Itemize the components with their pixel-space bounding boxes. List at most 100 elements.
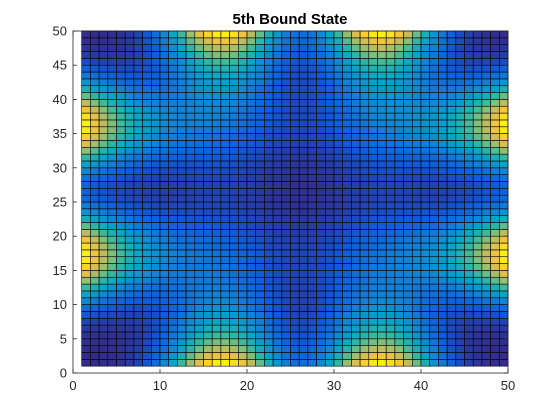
heatmap-cell [229,297,239,305]
heatmap-cell [220,126,230,134]
heatmap-cell [124,167,135,175]
heatmap-cell [498,126,509,134]
heatmap-cell [359,174,370,182]
heatmap-cell [281,276,291,285]
heatmap-cell [359,30,370,39]
heatmap-cell [429,30,439,39]
heatmap-cell [464,359,474,367]
heatmap-cell [246,140,256,148]
heatmap-cell [159,140,169,148]
heatmap-cell [255,283,265,292]
heatmap-cell [107,290,117,299]
heatmap-cell [333,167,343,175]
heatmap-cell [394,174,404,182]
heatmap-cell [142,71,152,80]
heatmap-cell [298,229,309,237]
heatmap-cell [394,359,404,367]
heatmap-cell [403,324,413,333]
heatmap-cell [177,222,187,230]
heatmap-cell [177,112,187,121]
heatmap-cell [455,99,465,107]
heatmap-cell [298,64,309,73]
heatmap-cell [420,222,430,230]
heatmap-cell [238,64,248,73]
heatmap-cell [385,222,396,230]
heatmap-cell [255,181,265,189]
heatmap-cell [272,229,283,237]
heatmap-cell [464,222,474,230]
heatmap-cell [264,324,274,333]
heatmap-cell [264,105,274,114]
heatmap-cell [324,153,335,162]
heatmap-cell [464,78,474,87]
heatmap-cell [385,290,396,299]
heatmap-cell [385,64,396,73]
heatmap-cell [272,133,283,141]
heatmap-cell [394,160,404,169]
heatmap-cell [307,256,317,264]
heatmap-cell [298,263,309,271]
heatmap-cell [255,352,265,360]
heatmap-cell [481,324,491,333]
heatmap-cell [307,331,317,340]
heatmap-cell [368,146,378,155]
heatmap-cell [177,71,187,80]
heatmap-cell [316,174,326,182]
heatmap-cell [264,304,274,312]
heatmap-cell [324,352,335,360]
heatmap-cell [116,133,126,141]
heatmap-cell [281,352,291,360]
heatmap-cell [446,133,457,141]
heatmap-cell [490,153,500,162]
heatmap-cell [464,194,474,203]
heatmap-cell [481,119,491,128]
heatmap-cell [255,304,265,312]
heatmap-cell [177,37,187,45]
heatmap-cell [298,78,309,87]
heatmap-cell [151,276,161,285]
heatmap-cell [90,297,100,305]
heatmap-cell [472,112,483,121]
heatmap-cell [438,188,448,196]
heatmap-cell [359,359,370,367]
heatmap-cell [116,208,126,216]
heatmap-cell [394,331,404,340]
heatmap-cell [90,324,100,333]
heatmap-cell [420,51,430,59]
heatmap-cell [446,85,457,93]
heatmap-cell [455,119,465,128]
heatmap-cell [307,160,317,169]
heatmap-cell [203,133,213,141]
heatmap-cell [116,146,126,155]
heatmap-cell [316,331,326,340]
heatmap-cell [324,242,335,251]
heatmap-cell [255,92,265,100]
heatmap-cell [472,311,483,319]
heatmap-cell [368,174,378,182]
heatmap-cell [290,160,300,169]
heatmap-cell [133,188,143,196]
heatmap-cell [133,311,143,319]
heatmap-cell [429,297,439,305]
heatmap-cell [394,37,404,45]
heatmap-cell [429,105,439,114]
heatmap-cell [498,140,509,148]
heatmap-cell [203,270,213,278]
heatmap-cell [464,85,474,93]
heatmap-cell [298,270,309,278]
heatmap-cell [81,235,91,244]
heatmap-cell [394,71,404,80]
heatmap-cell [272,146,283,155]
heatmap-cell [411,174,422,182]
heatmap-cell [411,338,422,346]
heatmap-cell [272,174,283,182]
heatmap-cell [368,222,378,230]
heatmap-cell [307,167,317,175]
heatmap-cell [324,215,335,223]
heatmap-cell [211,37,222,45]
heatmap-cell [194,119,204,128]
heatmap-cell [342,30,352,39]
heatmap-cell [168,270,178,278]
heatmap-cell [229,290,239,299]
heatmap-cell [342,290,352,299]
